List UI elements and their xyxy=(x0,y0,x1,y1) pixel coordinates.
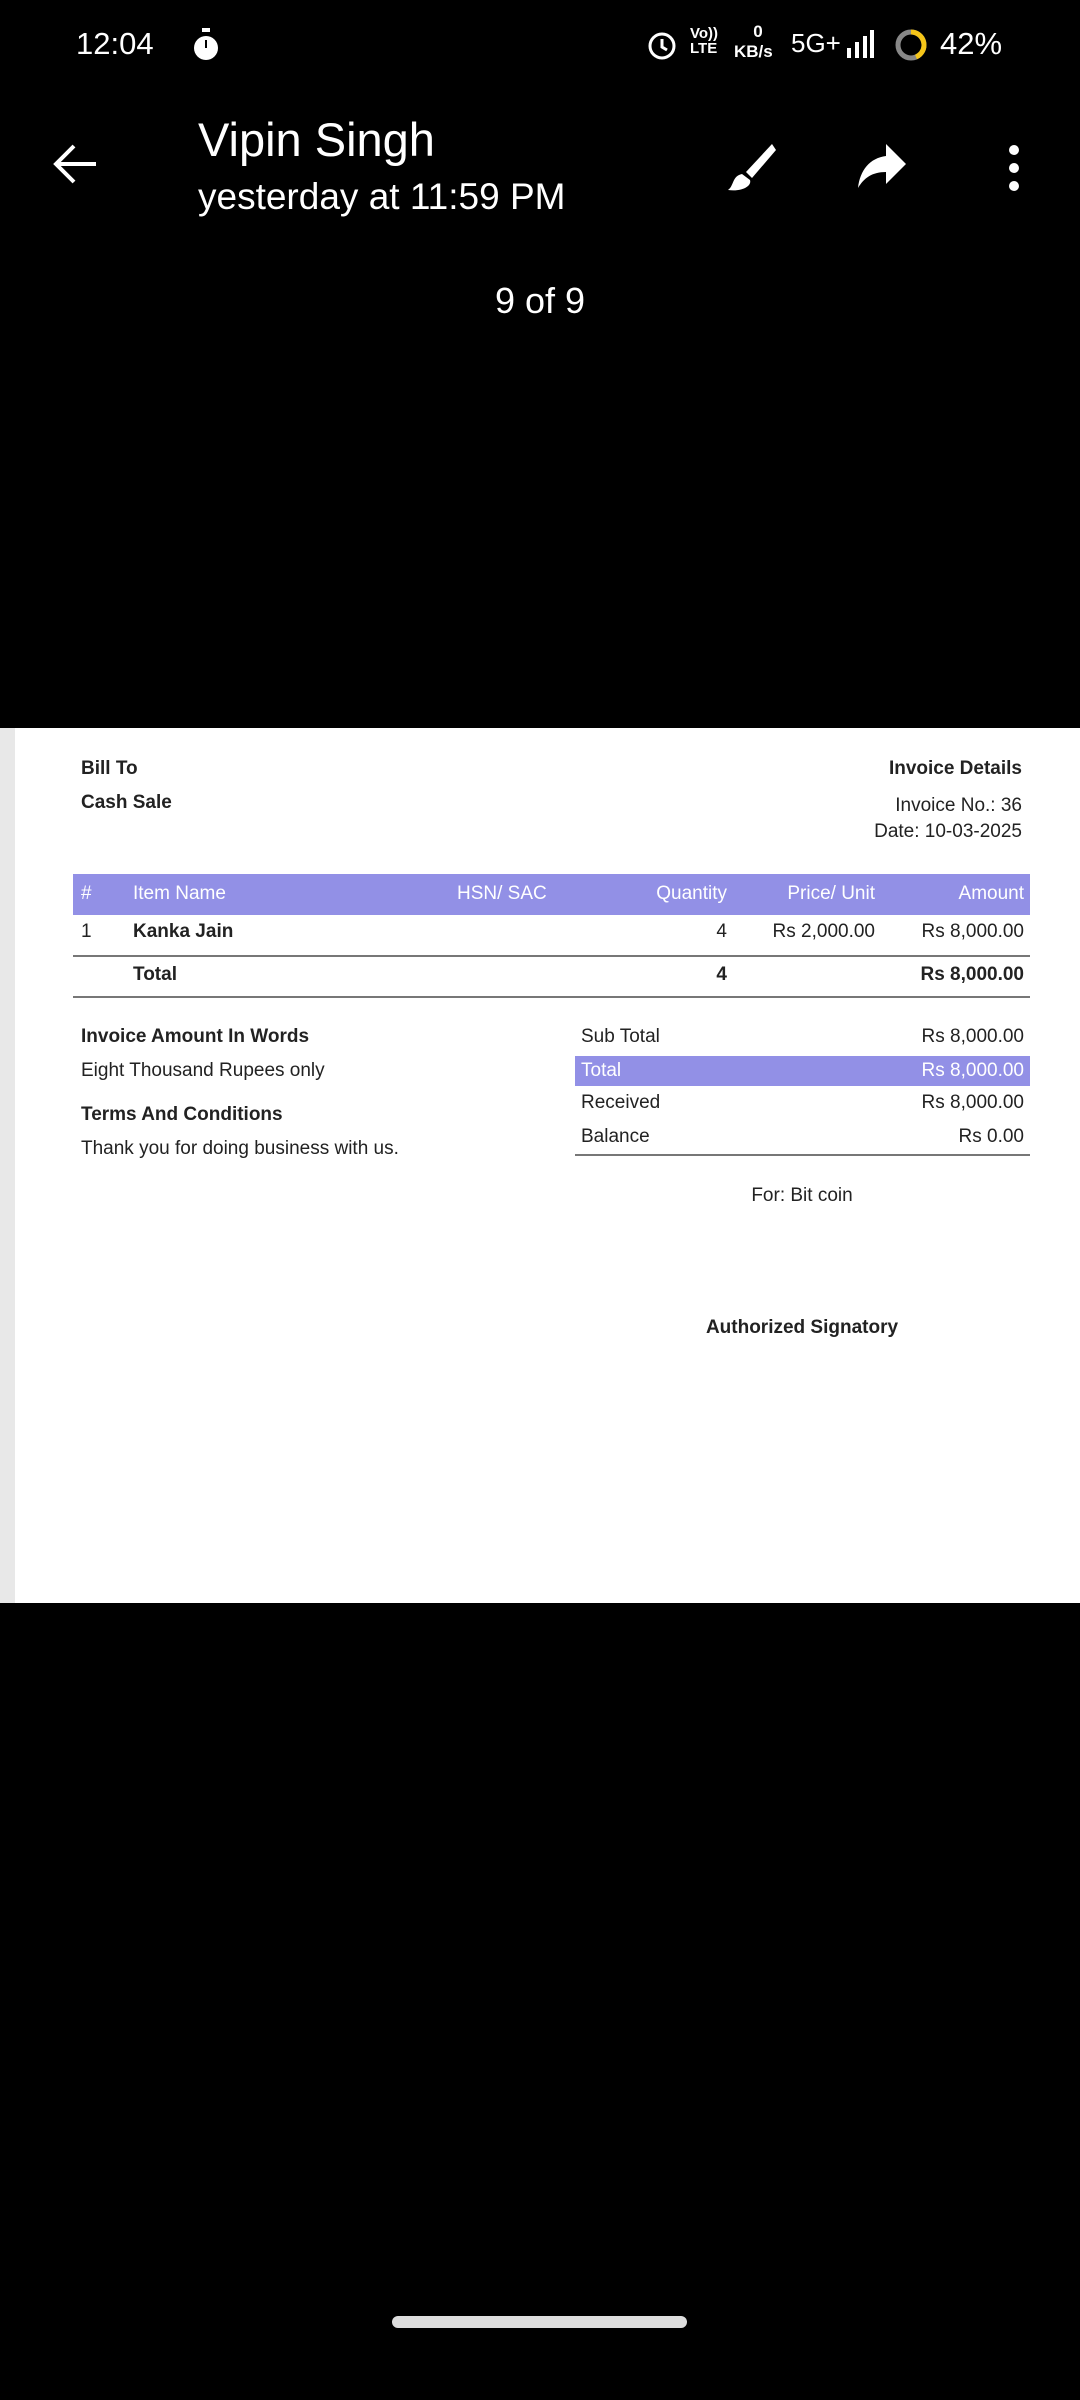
divider xyxy=(575,1154,1030,1156)
authorized-signatory: Authorized Signatory xyxy=(705,1317,899,1338)
words-label: Invoice Amount In Words xyxy=(81,1026,310,1047)
summary-total-label: Total xyxy=(581,1060,622,1081)
volte-indicator: Vo)) LTE xyxy=(690,25,719,57)
page-edge xyxy=(0,728,15,1603)
row-amount: Rs 8,000.00 xyxy=(921,921,1024,942)
summary-total-value: Rs 8,000.00 xyxy=(921,1060,1024,1081)
stopwatch-icon xyxy=(194,28,218,60)
invoice-document[interactable]: Bill To Cash Sale Invoice Details Invoic… xyxy=(0,728,1080,1603)
network-type: 5G+ xyxy=(791,28,841,58)
sender-name: Vipin Singh xyxy=(198,113,435,166)
row-item-name: Kanka Jain xyxy=(133,921,234,942)
subtotal-label: Sub Total xyxy=(581,1026,660,1047)
col-hsn: HSN/ SAC xyxy=(457,883,547,904)
balance-label: Balance xyxy=(581,1126,650,1147)
row-qty: 4 xyxy=(716,921,727,942)
for-company: For: Bit coin xyxy=(751,1185,853,1206)
divider xyxy=(73,955,1030,957)
received-label: Received xyxy=(581,1092,661,1113)
back-arrow-icon[interactable] xyxy=(52,142,98,186)
subtotal-value: Rs 8,000.00 xyxy=(921,1026,1024,1047)
col-price: Price/ Unit xyxy=(787,883,875,904)
bill-to-label: Bill To xyxy=(81,758,138,779)
total-label: Total xyxy=(133,964,177,985)
col-item-name: Item Name xyxy=(133,883,226,904)
share-icon[interactable] xyxy=(856,142,908,190)
terms-label: Terms And Conditions xyxy=(81,1104,283,1125)
net-speed-unit: KB/s xyxy=(734,42,773,61)
total-amount: Rs 8,000.00 xyxy=(920,964,1024,985)
row-num: 1 xyxy=(81,921,92,942)
net-speed-value: 0 xyxy=(753,22,763,41)
alarm-icon xyxy=(648,32,676,60)
col-quantity: Quantity xyxy=(656,883,727,904)
summary-total-band: Total Rs 8,000.00 xyxy=(575,1056,1030,1086)
bill-to-value: Cash Sale xyxy=(81,792,172,813)
row-price: Rs 2,000.00 xyxy=(772,921,875,942)
home-indicator[interactable] xyxy=(392,2316,687,2328)
brush-icon[interactable] xyxy=(724,142,778,192)
invoice-date: Date: 10-03-2025 xyxy=(874,821,1022,842)
page-counter: 9 of 9 xyxy=(494,280,586,321)
balance-value: Rs 0.00 xyxy=(958,1126,1024,1147)
signal-icon xyxy=(847,30,874,58)
table-header: # Item Name HSN/ SAC Quantity Price/ Uni… xyxy=(73,874,1030,915)
total-qty: 4 xyxy=(716,964,727,985)
invoice-details-label: Invoice Details xyxy=(888,758,1022,779)
battery-percent: 42% xyxy=(940,26,1003,61)
message-timestamp: yesterday at 11:59 PM xyxy=(198,176,566,217)
battery-ring-icon xyxy=(895,29,927,61)
words-value: Eight Thousand Rupees only xyxy=(81,1060,325,1081)
invoice-number: Invoice No.: 36 xyxy=(895,795,1022,816)
status-time: 12:04 xyxy=(76,26,154,61)
col-amount: Amount xyxy=(958,883,1024,904)
col-num: # xyxy=(81,883,92,904)
received-value: Rs 8,000.00 xyxy=(921,1092,1024,1113)
more-vert-icon[interactable] xyxy=(1002,144,1026,192)
divider xyxy=(73,996,1030,998)
terms-value: Thank you for doing business with us. xyxy=(81,1138,399,1159)
